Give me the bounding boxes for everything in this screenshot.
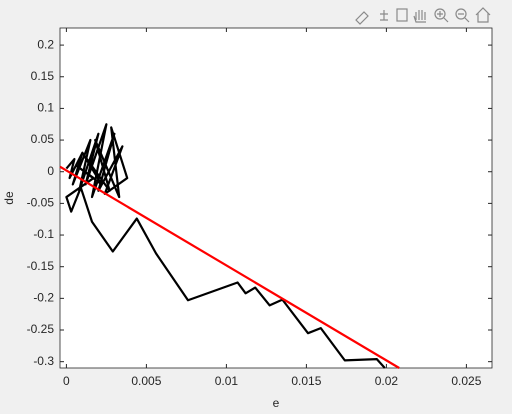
y-tick-label: 0.2 bbox=[37, 37, 54, 51]
tool-zoom-out-glyph bbox=[458, 13, 470, 23]
y-tick-label: 0.1 bbox=[37, 101, 54, 115]
toolbar bbox=[355, 7, 491, 25]
x-tick-label: 0.025 bbox=[451, 374, 481, 388]
tool-zoom-in-glyph bbox=[437, 11, 449, 23]
tool-legend[interactable] bbox=[396, 8, 408, 22]
tool-brush[interactable] bbox=[355, 11, 369, 25]
data-line bbox=[65, 123, 386, 369]
y-tick-label: 0.05 bbox=[31, 132, 55, 146]
y-tick-label: 0 bbox=[47, 164, 54, 178]
tool-pin[interactable] bbox=[380, 10, 388, 21]
y-tick-label: -0.25 bbox=[27, 322, 55, 336]
tool-home[interactable] bbox=[475, 7, 491, 23]
y-tick-label: -0.1 bbox=[33, 227, 54, 241]
y-tick-label: -0.2 bbox=[33, 291, 54, 305]
x-tick-label: 0.005 bbox=[131, 374, 161, 388]
tool-zoom-out[interactable] bbox=[455, 8, 467, 20]
x-axis-label: e bbox=[273, 396, 280, 410]
x-tick-label: 0.02 bbox=[375, 374, 399, 388]
y-axis-label: de bbox=[2, 191, 16, 205]
tool-zoom-in[interactable] bbox=[434, 8, 446, 20]
x-tick-label: 0 bbox=[63, 374, 70, 388]
y-tick-label: -0.3 bbox=[33, 354, 54, 368]
y-tick-label: 0.15 bbox=[31, 69, 55, 83]
axes-box bbox=[59, 27, 493, 369]
x-tick-label: 0.015 bbox=[291, 374, 321, 388]
y-tick-label: -0.05 bbox=[27, 196, 55, 210]
x-tick-label: 0.01 bbox=[215, 374, 239, 388]
y-tick-label: -0.15 bbox=[27, 259, 55, 273]
tool-pan[interactable] bbox=[413, 10, 426, 23]
data-line bbox=[59, 165, 400, 369]
